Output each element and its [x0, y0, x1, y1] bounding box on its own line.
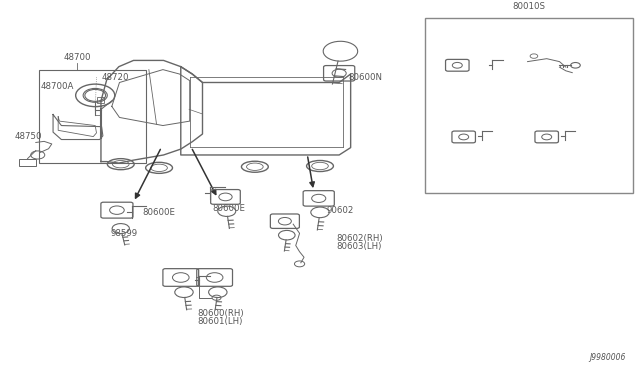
Text: 80600E: 80600E [143, 208, 175, 217]
Text: 80600N: 80600N [349, 73, 383, 82]
Text: J9980006: J9980006 [589, 353, 625, 362]
Text: 98599: 98599 [110, 228, 138, 238]
Text: 80010S: 80010S [513, 3, 546, 12]
Bar [39, 70, 147, 163]
Bar [426, 18, 633, 193]
Bar [97, 97, 104, 103]
Text: 80602(RH): 80602(RH) [336, 234, 383, 243]
Text: 90602: 90602 [326, 206, 354, 215]
Bar [19, 159, 36, 166]
Text: 80603(LH): 80603(LH) [336, 242, 381, 251]
Text: 80600E: 80600E [212, 204, 246, 213]
Text: 48750: 48750 [15, 132, 42, 141]
Text: 48720: 48720 [102, 73, 129, 82]
Text: 48700: 48700 [63, 53, 91, 62]
Text: 48700A: 48700A [41, 82, 74, 91]
Text: 80600(RH): 80600(RH) [197, 309, 244, 318]
Text: 80601(LH): 80601(LH) [197, 317, 243, 326]
